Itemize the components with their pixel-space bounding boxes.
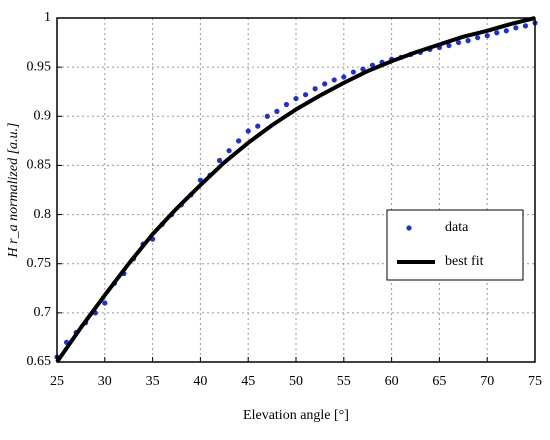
y-tick-label: 0.65 <box>27 354 52 369</box>
x-tick-label: 50 <box>289 374 303 389</box>
data-point <box>484 33 490 39</box>
plot-frame <box>56 17 536 363</box>
x-tick-label: 45 <box>241 374 255 389</box>
x-tick-label: 35 <box>146 374 160 389</box>
x-tick-label: 40 <box>193 374 207 389</box>
legend-label: best fit <box>445 254 484 269</box>
fit-line <box>55 16 536 364</box>
data-point <box>494 30 500 36</box>
x-tick-label: 75 <box>528 374 542 389</box>
data-point <box>455 39 462 46</box>
x-tick-label: 65 <box>432 374 446 389</box>
data-point <box>302 92 309 98</box>
data-point <box>341 74 347 80</box>
x-tick-label: 70 <box>480 374 494 389</box>
x-tick-label: 30 <box>98 374 112 389</box>
data-point <box>503 28 509 34</box>
y-tick-label: 0.85 <box>27 158 52 173</box>
data-point <box>236 138 242 144</box>
data-point <box>226 148 232 154</box>
data-point <box>513 25 519 31</box>
x-tick-label: 60 <box>385 374 399 389</box>
legend-box <box>386 209 524 281</box>
data-point <box>283 101 290 108</box>
x-tick-label: 25 <box>50 374 64 389</box>
data-point <box>216 157 223 164</box>
data-point <box>360 66 366 72</box>
x-axis-label: Elevation angle [°] <box>243 408 349 423</box>
data-point <box>465 38 471 44</box>
data-point <box>322 81 328 87</box>
data-point <box>274 108 280 114</box>
data-point <box>522 23 529 29</box>
y-tick-label: 0.75 <box>27 256 52 271</box>
legend-label: data <box>445 220 469 235</box>
y-tick-label: 1 <box>44 10 51 25</box>
data-point <box>312 86 318 92</box>
data-point <box>475 35 481 41</box>
legend-swatch <box>406 225 412 231</box>
x-tick-label: 55 <box>337 374 351 389</box>
y-tick-label: 0.8 <box>34 207 52 222</box>
data-point <box>102 300 108 306</box>
y-tick-label: 0.7 <box>34 305 52 320</box>
data-point <box>331 77 337 83</box>
y-axis-label: H r_a normalized [a.u.] <box>6 123 21 259</box>
y-tick-label: 0.9 <box>34 109 52 124</box>
data-point <box>293 95 299 102</box>
data-point <box>264 113 270 119</box>
y-tick-label: 0.95 <box>27 59 52 74</box>
data-point <box>245 128 251 134</box>
data-point <box>350 69 356 75</box>
data-point <box>446 42 452 49</box>
data-point <box>255 123 261 129</box>
